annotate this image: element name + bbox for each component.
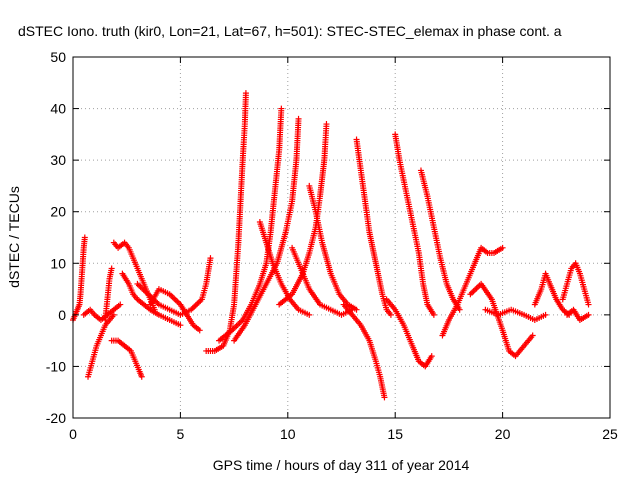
series-arc-26 [559,260,592,308]
series-arc-19 [392,131,437,318]
series-arc-04 [102,265,115,324]
series-arc-27 [564,306,592,324]
x-axis-label: GPS time / hours of day 311 of year 2014 [213,457,470,473]
data-point [585,311,592,318]
y-tick-label: 30 [50,152,66,168]
series-arc-13 [256,219,313,318]
series-arc-12 [231,115,302,344]
data-point [138,373,145,380]
plot-frame [72,56,611,419]
tick-labels: 0 5 10 15 20 25 -20 -10 0 10 20 30 40 50 [46,49,618,442]
series-arc-11 [216,105,285,344]
series-line [342,303,386,399]
data-point [585,301,592,308]
data-series [70,90,592,401]
y-tick-label: 10 [50,255,66,271]
series-arc-01 [70,234,88,324]
series-arc-09 [147,286,203,334]
series-arc-24 [482,306,549,324]
y-axis-label: dSTEC / TECUs [6,186,22,288]
data-point [81,234,88,241]
data-point [323,121,330,128]
series-arc-02 [80,301,124,324]
series-arc-10 [203,90,249,354]
y-tick-label: -20 [46,410,66,426]
data-point [456,306,463,313]
y-tick-label: 20 [50,204,66,220]
x-tick-label: 10 [280,426,296,442]
x-tick-label: 5 [177,426,185,442]
series-arc-20 [417,167,463,313]
series-arc-18 [340,301,388,401]
data-point [529,332,536,339]
data-point [381,394,388,401]
x-tick-label: 15 [387,426,403,442]
y-tick-label: 0 [58,307,66,323]
axis-ticks [72,56,611,419]
series-arc-14 [276,121,330,308]
data-point [430,311,437,318]
chart-title: dSTEC Iono. truth (kir0, Lon=21, Lat=67,… [18,23,562,39]
data-point [353,306,360,313]
series-arc-07 [108,337,145,380]
series-arc-06 [119,270,184,329]
data-point [117,301,124,308]
data-point [278,105,285,112]
data-point [108,265,115,272]
data-point [542,311,549,318]
series-arc-21 [383,296,435,370]
y-tick-label: -10 [46,358,66,374]
y-tick-label: 50 [50,49,66,65]
x-tick-label: 20 [495,426,511,442]
data-point [242,90,249,97]
data-point [207,255,214,262]
series-line [308,185,358,311]
data-point [196,327,203,334]
data-point [177,322,184,329]
series-arc-23 [467,280,536,360]
data-point [306,311,313,318]
grid-lines [73,57,610,418]
series-arc-22 [439,244,506,339]
series-arc-16 [306,182,360,313]
x-tick-label: 0 [69,426,77,442]
x-tick-label: 25 [602,426,618,442]
series-arc-03 [85,311,117,380]
series-arc-25 [531,270,573,318]
data-point [295,115,302,122]
y-tick-label: 40 [50,101,66,117]
data-point [499,244,506,251]
data-point [387,311,394,318]
series-arc-17 [353,136,394,318]
data-point [110,311,117,318]
series-arc-15 [289,244,356,318]
data-point [428,353,435,360]
